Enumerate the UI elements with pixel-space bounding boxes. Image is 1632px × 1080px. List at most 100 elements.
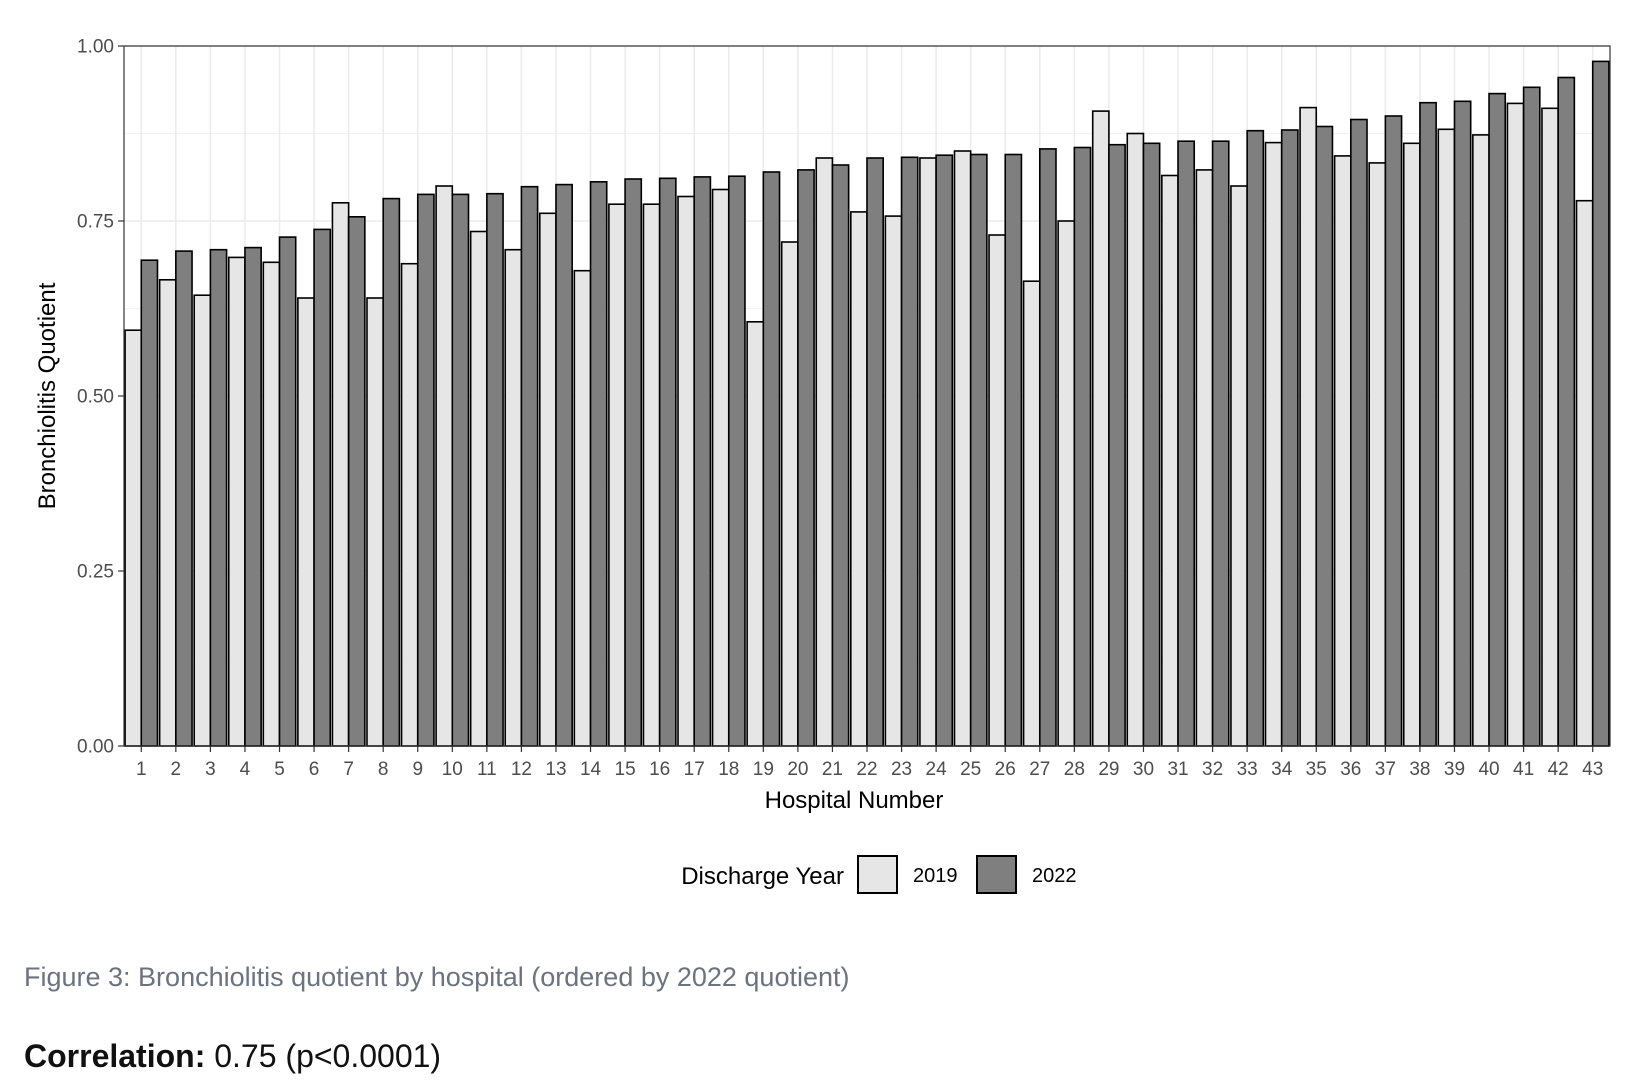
bar-2019-hospital-16 <box>642 203 661 747</box>
correlation-summary: Correlation: 0.75 (p<0.0001) <box>24 1038 441 1075</box>
y-axis: 0.00 0.25 0.50 0.75 1.00 <box>77 37 124 758</box>
bar-2022-hospital-26 <box>1004 153 1023 747</box>
bar-2019-hospital-15 <box>608 203 626 747</box>
legend-title: Discharge Year <box>681 863 844 890</box>
x-tick-label: 38 <box>1409 759 1430 780</box>
bar-2022-hospital-13 <box>555 183 573 747</box>
x-tick-label: 24 <box>926 759 948 780</box>
x-tick-label: 28 <box>1064 759 1085 780</box>
bar-2022-hospital-30 <box>1142 142 1161 747</box>
y-tick-label: 0.75 <box>77 212 114 233</box>
bar-2019-hospital-14 <box>573 269 592 747</box>
x-tick-label: 27 <box>1029 759 1050 780</box>
bar-2019-hospital-18 <box>711 188 730 747</box>
x-tick-label: 34 <box>1271 759 1293 780</box>
bar-2022-hospital-11 <box>486 192 504 747</box>
bar-2022-hospital-27 <box>1038 148 1057 747</box>
bar-2019-hospital-22 <box>849 211 868 747</box>
correlation-label: Correlation: <box>24 1038 206 1074</box>
x-tick-label: 3 <box>205 759 216 780</box>
bar-2019-hospital-35 <box>1299 106 1318 747</box>
x-tick-label: 4 <box>240 759 251 780</box>
bar-2019-hospital-5 <box>262 261 281 747</box>
bar-2019-hospital-33 <box>1230 185 1248 747</box>
bar-2022-hospital-3 <box>209 248 228 747</box>
bar-2019-hospital-31 <box>1161 174 1179 747</box>
bar-2019-hospital-42 <box>1541 107 1559 747</box>
bar-2022-hospital-1 <box>140 259 159 747</box>
correlation-value: 0.75 (p<0.0001) <box>214 1038 442 1074</box>
bar-2022-hospital-39 <box>1453 100 1472 747</box>
x-tick-label: 26 <box>995 759 1016 780</box>
legend-label-2019: 2019 <box>913 865 958 887</box>
bar-2022-hospital-4 <box>244 246 262 747</box>
x-tick-label: 30 <box>1133 759 1154 780</box>
bar-2022-hospital-17 <box>693 176 712 747</box>
bar-2022-hospital-28 <box>1073 146 1092 747</box>
bar-2022-hospital-18 <box>727 175 746 747</box>
bar-2022-hospital-34 <box>1280 129 1299 747</box>
x-tick-label: 33 <box>1237 759 1258 780</box>
x-tick-label: 31 <box>1167 759 1188 780</box>
figure-caption: Figure 3: Bronchiolitis quotient by hosp… <box>24 962 850 992</box>
x-tick-label: 17 <box>684 759 705 780</box>
x-tick-label: 21 <box>822 759 843 780</box>
x-tick-label: 14 <box>580 759 602 780</box>
bar-2022-hospital-23 <box>900 156 919 747</box>
bar-2019-hospital-21 <box>815 157 834 747</box>
x-tick-label: 11 <box>477 759 497 780</box>
y-tick-label: 0.50 <box>77 387 114 408</box>
bar-2019-hospital-43 <box>1575 199 1594 747</box>
bar-2022-hospital-2 <box>175 250 193 747</box>
bar-2019-hospital-19 <box>746 320 765 747</box>
bar-2019-hospital-25 <box>953 150 972 747</box>
x-tick-label: 29 <box>1098 759 1119 780</box>
bar-2019-hospital-41 <box>1506 102 1525 747</box>
x-tick-label: 5 <box>274 759 285 780</box>
legend: Discharge Year 2019 2022 <box>681 855 1077 894</box>
x-tick-label: 2 <box>171 759 182 780</box>
bar-2022-hospital-38 <box>1419 101 1437 747</box>
bar-2022-hospital-21 <box>831 164 850 747</box>
bar-2019-hospital-12 <box>504 248 523 747</box>
bar-2022-hospital-33 <box>1246 129 1265 747</box>
bar-2019-hospital-1 <box>124 329 143 747</box>
bar-2019-hospital-13 <box>538 212 557 747</box>
x-tick-label: 13 <box>545 759 566 780</box>
bar-2019-hospital-4 <box>227 256 246 747</box>
bar-2019-hospital-27 <box>1022 280 1041 747</box>
x-tick-label: 16 <box>649 759 670 780</box>
bar-2022-hospital-16 <box>658 177 677 747</box>
bar-2019-hospital-20 <box>780 241 799 747</box>
bar-2019-hospital-30 <box>1126 132 1145 747</box>
bar-chart: 0.000.250.500.751.00 1 2 3 4 5 6 7 8 9 10 11 12 13 14… <box>34 37 1611 894</box>
x-tick-label: 18 <box>718 759 739 780</box>
bar-2022-hospital-22 <box>866 157 885 747</box>
x-tick-label: 15 <box>615 759 636 780</box>
x-tick-label: 32 <box>1202 759 1223 780</box>
x-tick-label: 43 <box>1582 759 1603 780</box>
bar-2019-hospital-37 <box>1368 162 1387 747</box>
bar-2019-hospital-11 <box>469 230 488 747</box>
x-tick-label: 6 <box>309 759 320 780</box>
x-tick-label: 7 <box>343 759 354 780</box>
bar-2019-hospital-17 <box>677 195 696 747</box>
bar-2019-hospital-24 <box>919 157 937 747</box>
bar-2022-hospital-35 <box>1315 125 1334 747</box>
bar-2019-hospital-6 <box>297 297 315 747</box>
bar-2022-hospital-36 <box>1350 118 1368 747</box>
bar-2019-hospital-3 <box>193 294 212 747</box>
y-tick-label: 1.00 <box>77 37 114 58</box>
bar-2022-hospital-37 <box>1384 115 1403 747</box>
legend-label-2022: 2022 <box>1032 865 1077 887</box>
bar-2019-hospital-39 <box>1437 128 1456 747</box>
bar-2019-hospital-26 <box>988 234 1007 747</box>
x-tick-label: 40 <box>1478 759 1499 780</box>
x-tick-label: 37 <box>1375 759 1396 780</box>
x-tick-label: 20 <box>787 759 808 780</box>
x-tick-label: 35 <box>1306 759 1327 780</box>
y-tick-label: 0.00 <box>77 737 114 758</box>
bar-2022-hospital-41 <box>1522 86 1541 747</box>
x-tick-label: 10 <box>442 759 463 780</box>
bar-2022-hospital-29 <box>1108 143 1126 747</box>
